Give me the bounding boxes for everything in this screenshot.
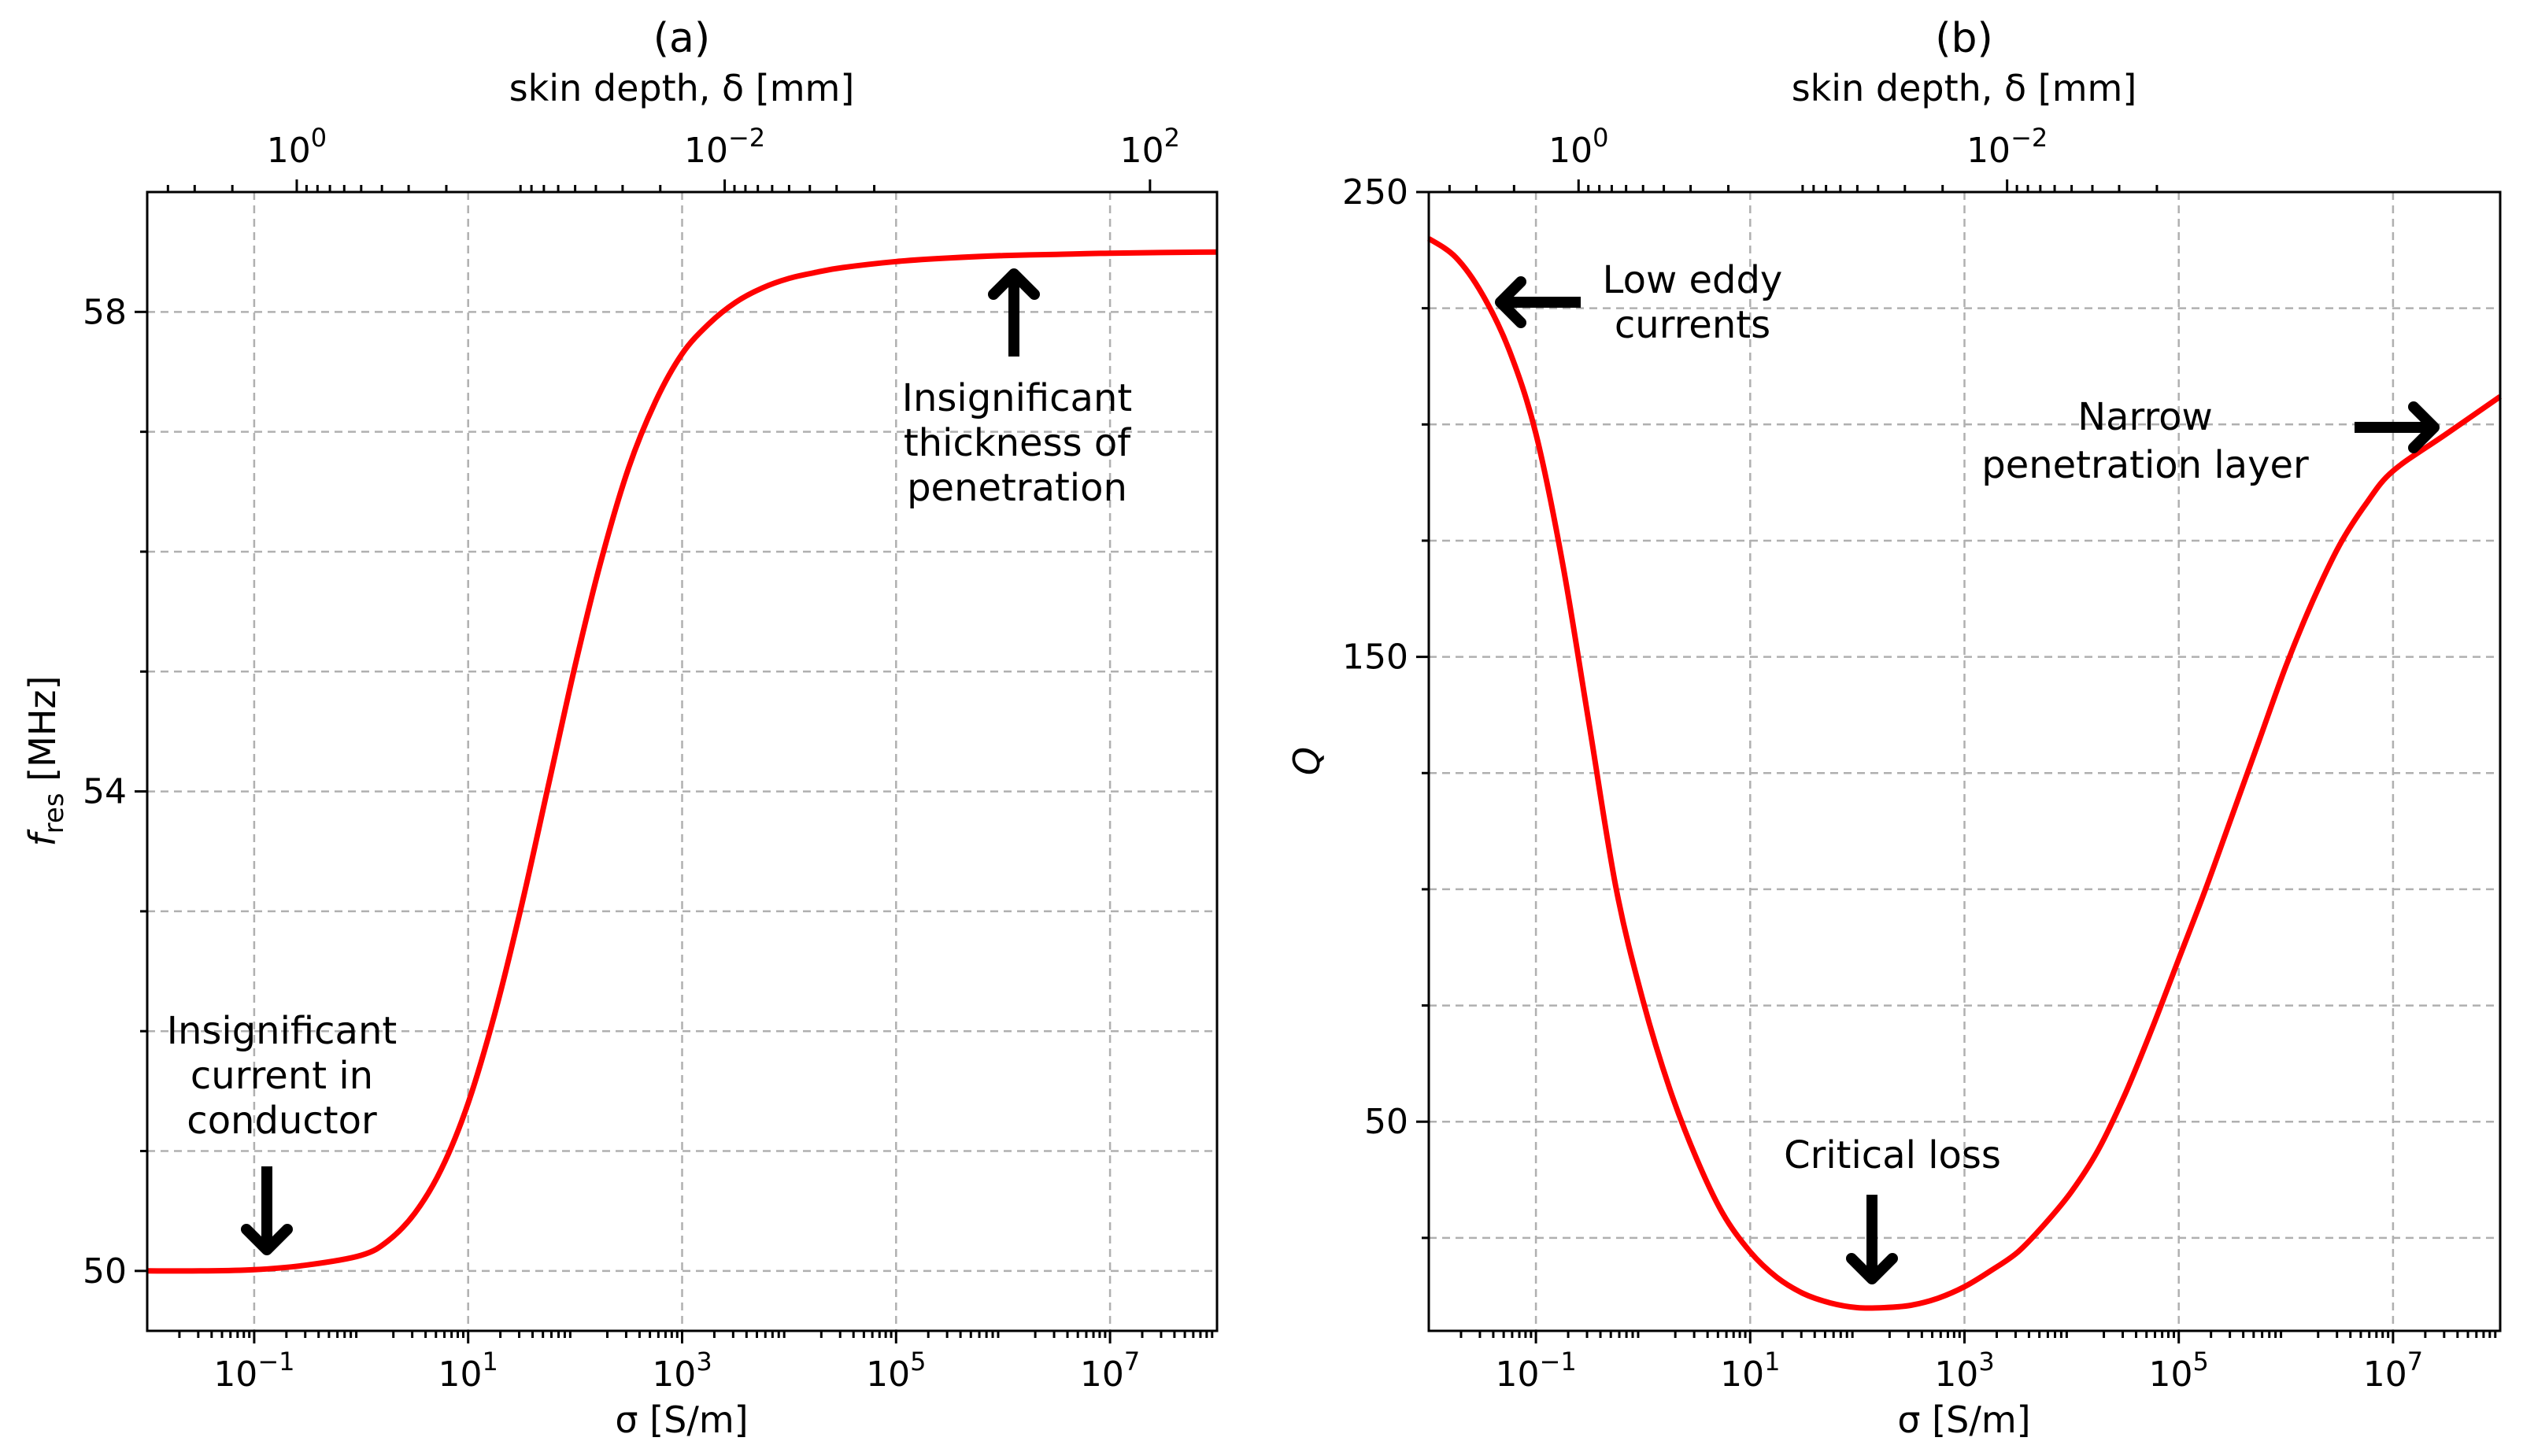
y-tick-label: 250 bbox=[1342, 172, 1408, 212]
panel-b-title: (b) bbox=[1935, 15, 1993, 62]
annotation-arrowhead bbox=[2408, 401, 2440, 453]
x-tick-label: 107 bbox=[1080, 1347, 1140, 1395]
y-tick-label: 50 bbox=[83, 1251, 127, 1292]
x-axis-label-a: σ [S/m] bbox=[615, 1399, 748, 1441]
panel-a: 10−1 101 103 105 107 50 54 58 102 100 10−2 (a) s… bbox=[21, 15, 1219, 1441]
y-axis-label-a: fres [MHz] bbox=[21, 675, 70, 846]
x-tick-label: 101 bbox=[438, 1347, 498, 1395]
top-tick-label: 100 bbox=[267, 123, 327, 171]
y-tick-labels-b: 50 150 250 bbox=[1342, 172, 1408, 1142]
grid-a bbox=[147, 192, 1217, 1331]
y-tick-label: 50 bbox=[1364, 1102, 1408, 1142]
x-tick-label: 101 bbox=[1720, 1347, 1780, 1395]
y-tick-labels-a: 50 54 58 bbox=[83, 292, 127, 1292]
x-tick-label: 105 bbox=[866, 1347, 926, 1395]
annotations-a: Insignificant current in conductor Insignif… bbox=[167, 268, 1132, 1255]
annotation-arrowhead bbox=[1495, 276, 1526, 328]
annotation-arrowhead bbox=[988, 268, 1040, 300]
top-tick-labels-b: 102 100 10−2 bbox=[1120, 123, 2048, 171]
grid-b bbox=[1429, 190, 2500, 1331]
x-tick-label: 105 bbox=[2149, 1347, 2209, 1395]
x-tick-label: 10−1 bbox=[213, 1347, 294, 1395]
top-axis-label-b: skin depth, δ [mm] bbox=[1792, 67, 2137, 109]
top-tick-label: 102 bbox=[1120, 123, 1180, 171]
annotation-text: Narrow penetration layer bbox=[1981, 395, 2309, 487]
annotation-arrowhead bbox=[1846, 1253, 1898, 1284]
y-tick-label: 58 bbox=[83, 292, 127, 332]
top-tick-label: 10−2 bbox=[684, 123, 765, 171]
y-tick-label: 54 bbox=[83, 772, 127, 812]
annotation-text: Insignificant current in conductor bbox=[167, 1009, 397, 1143]
ticks-b bbox=[1149, 179, 2497, 1343]
annotation-text: Low eddy currents bbox=[1603, 258, 1783, 347]
x-tick-labels-b: 10−1 101 103 105 107 bbox=[1496, 1347, 2424, 1395]
x-tick-label: 103 bbox=[652, 1347, 712, 1395]
q-curve bbox=[1427, 236, 2502, 1311]
annotation-arrowhead bbox=[241, 1224, 293, 1255]
y-tick-label: 150 bbox=[1342, 637, 1408, 678]
y-label-sub-a: res bbox=[39, 793, 70, 833]
x-tick-labels-a: 10−1 101 103 105 107 bbox=[213, 1347, 1140, 1395]
fres-curve bbox=[146, 249, 1218, 1274]
x-tick-label: 107 bbox=[2363, 1347, 2423, 1395]
x-axis-label-b: σ [S/m] bbox=[1897, 1399, 2030, 1441]
annotations-b: Low eddy currents Narrow penetration layer C… bbox=[1495, 258, 2440, 1284]
annotation-text: Critical loss bbox=[1784, 1133, 2001, 1177]
ticks-a bbox=[135, 179, 1214, 1343]
annotation-text: Insignificant thickness of penetration bbox=[902, 376, 1132, 510]
x-tick-label: 103 bbox=[1934, 1347, 1994, 1395]
top-axis-label-a: skin depth, δ [mm] bbox=[509, 67, 855, 109]
y-axis-label-b: Q bbox=[1286, 747, 1328, 775]
panel-a-title: (a) bbox=[653, 15, 710, 62]
panel-b: 10−1 101 103 105 107 50 150 250 102 100 10−2 (b)… bbox=[1120, 15, 2502, 1441]
y-label-unit-a: [MHz] bbox=[21, 675, 64, 793]
x-tick-label: 10−1 bbox=[1496, 1347, 1577, 1395]
top-tick-label: 100 bbox=[1548, 123, 1608, 171]
top-tick-label: 10−2 bbox=[1966, 123, 2048, 171]
